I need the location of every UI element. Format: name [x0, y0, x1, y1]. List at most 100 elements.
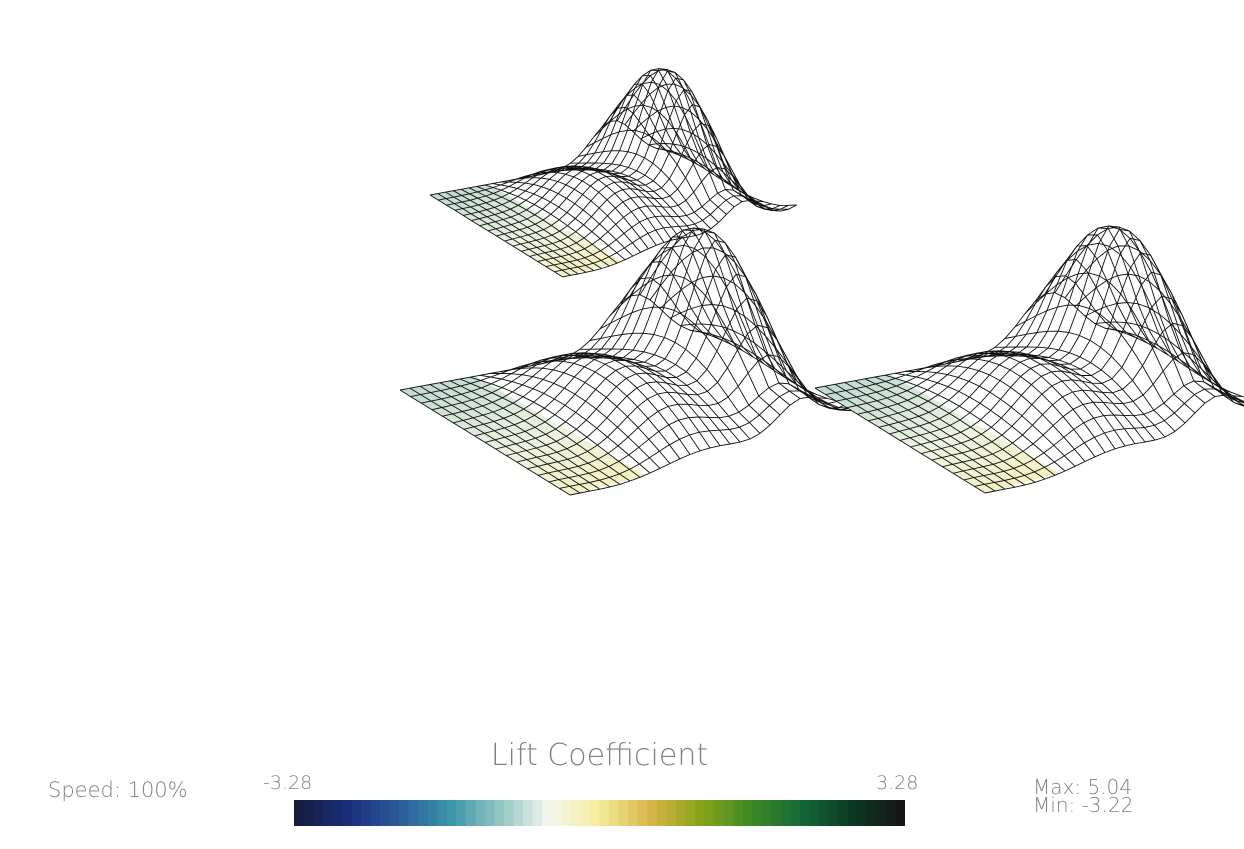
- colorbar-band: [599, 800, 610, 826]
- mesh-line: [442, 236, 743, 417]
- colorbar-band: [895, 800, 905, 826]
- mesh-line: [512, 104, 748, 247]
- colorbar-band: [819, 800, 830, 826]
- colorbar-band: [551, 800, 562, 826]
- colorbar-min-label: -3.28: [263, 772, 313, 794]
- colorbar-title: Lift Coefficient: [490, 738, 709, 773]
- colorbar-band: [628, 800, 639, 826]
- colorbar-band: [733, 800, 744, 826]
- min-value-readout: Min: -3.22: [1033, 793, 1134, 817]
- mesh-line: [506, 273, 807, 457]
- colorbar-band: [484, 800, 496, 826]
- colorbar-band: [714, 800, 725, 826]
- colorbar-band: [351, 800, 362, 826]
- mesh-line: [548, 382, 849, 483]
- mesh-line: [463, 227, 765, 430]
- mesh-line: [410, 277, 711, 398]
- colorbar-band: [379, 800, 391, 826]
- mesh-line: [527, 324, 828, 470]
- colorbar-band: [322, 800, 333, 826]
- colorbar-band: [828, 800, 839, 826]
- mesh-line: [931, 295, 1233, 461]
- colorbar-band: [494, 800, 505, 826]
- colorbar-band: [580, 800, 591, 826]
- colorbar-band: [752, 800, 763, 826]
- colorbar-band: [618, 800, 629, 826]
- mesh-line: [454, 83, 690, 211]
- mesh-line: [516, 297, 818, 463]
- mesh-line: [479, 68, 715, 227]
- colorbar-band: [885, 800, 897, 826]
- mesh-line: [569, 396, 871, 496]
- colorbar-band: [704, 800, 715, 826]
- colorbar-band: [456, 800, 467, 826]
- colorbar-band: [809, 800, 820, 826]
- mesh-line: [554, 195, 789, 273]
- wireframe-mesh: [814, 225, 1244, 494]
- mesh-line: [431, 247, 733, 411]
- colorbar-band: [771, 800, 782, 826]
- mesh-line: [899, 237, 1201, 441]
- colorbar-band: [637, 800, 648, 826]
- colorbar-band: [780, 800, 792, 826]
- colorbar-band: [303, 800, 314, 826]
- mesh-colored-patch: [400, 376, 645, 495]
- max-value-readout: Max: 5.04: [1033, 775, 1132, 799]
- mesh-line: [814, 292, 1116, 389]
- colorbar-band: [561, 800, 572, 826]
- mesh-line: [559, 390, 860, 489]
- colorbar-band: [838, 800, 849, 826]
- mesh-line: [549, 355, 721, 446]
- colorbar-band: [609, 800, 620, 826]
- mesh-line: [857, 234, 1158, 415]
- mesh-line: [889, 228, 1190, 435]
- colorbar-band: [418, 800, 429, 826]
- colorbar-band: [360, 800, 371, 826]
- colorbar-band: [532, 800, 543, 826]
- colorbar-band: [465, 800, 476, 826]
- mesh-line: [952, 352, 1244, 474]
- mesh-line: [399, 294, 701, 391]
- colorbar-band: [761, 800, 772, 826]
- colorbar-band: [857, 800, 868, 826]
- colorbar-band: [504, 800, 515, 826]
- mesh-line: [921, 271, 1222, 455]
- colorbar-band: [294, 800, 305, 826]
- colorbar-band: [666, 800, 677, 826]
- mesh-line: [846, 245, 1148, 409]
- colorbar-band: [694, 800, 706, 826]
- colorbar-band: [437, 800, 448, 826]
- render-viewport[interactable]: [0, 0, 1244, 720]
- colorbar-band: [675, 800, 687, 826]
- mesh-line: [545, 189, 781, 268]
- colorbar-band: [847, 800, 858, 826]
- colorbar-band: [313, 800, 324, 826]
- colorbar-band: [399, 800, 410, 826]
- mesh-line: [429, 120, 665, 196]
- colorbar-band: [866, 800, 877, 826]
- mesh-line: [537, 167, 772, 262]
- speed-readout: Speed: 100%: [48, 778, 188, 802]
- mesh-line: [836, 259, 1137, 402]
- wireframe-mesh: [399, 227, 871, 496]
- colorbar-band: [656, 800, 667, 826]
- colorbar-band: [408, 800, 419, 826]
- value-stats: Max: 5.04 Min: -3.22: [1033, 775, 1134, 817]
- mesh-line: [963, 380, 1244, 481]
- mesh-line: [562, 199, 797, 278]
- colorbar-band: [370, 800, 381, 826]
- mesh-line: [496, 77, 731, 237]
- colorbar-band: [523, 800, 534, 826]
- colorbar-band: [570, 800, 582, 826]
- colorbar-band: [389, 800, 400, 826]
- colorbar-band: [589, 800, 601, 826]
- mesh-line: [421, 261, 722, 404]
- colorbar-band: [742, 800, 753, 826]
- colorbar-band: [341, 800, 352, 826]
- mesh-colored-patch: [430, 184, 622, 277]
- mesh-line: [484, 239, 786, 443]
- mesh-line: [529, 144, 764, 257]
- mesh-line: [537, 354, 839, 476]
- mesh-line: [474, 230, 775, 437]
- mesh-line: [487, 70, 723, 232]
